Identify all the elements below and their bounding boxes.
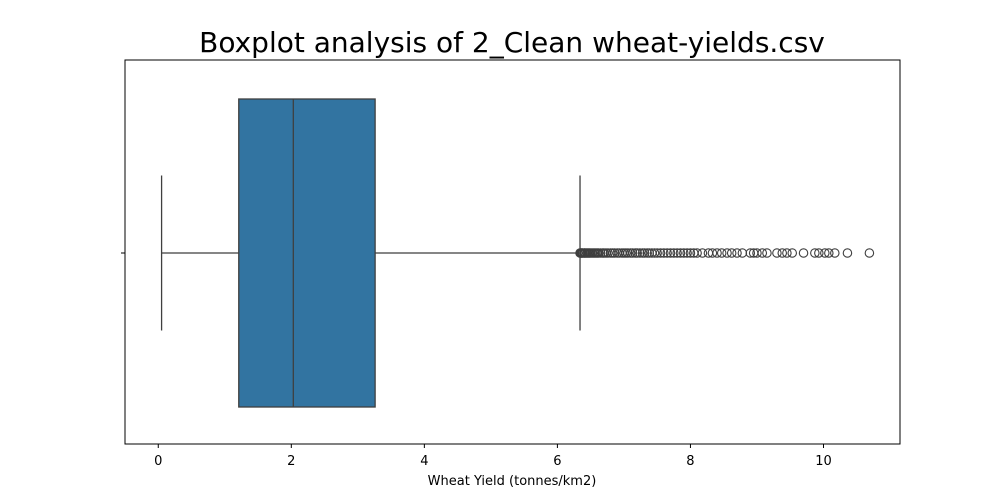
iqr-box	[238, 98, 376, 408]
x-tick-label: 2	[287, 454, 295, 469]
chart-title: Boxplot analysis of 2_Clean wheat-yields…	[199, 26, 825, 59]
x-tick-label: 8	[686, 454, 694, 469]
outlier-point	[810, 248, 820, 258]
plot-frame	[124, 59, 901, 445]
outlier-point	[639, 248, 650, 258]
outlier-point	[716, 248, 727, 258]
outlier-point	[722, 248, 732, 258]
outlier-point	[662, 248, 672, 258]
outlier-point	[726, 248, 737, 258]
outlier-point	[685, 248, 696, 258]
outlier-point	[623, 248, 633, 258]
outlier-point	[732, 248, 742, 258]
outlier-point	[842, 248, 853, 258]
outlier-point	[649, 248, 660, 258]
x-axis: 0 2 4 6 8 10	[154, 444, 832, 469]
outlier-point	[603, 248, 613, 258]
outlier-point	[707, 248, 718, 258]
x-tick-label: 10	[815, 454, 832, 469]
outlier-point	[777, 248, 788, 258]
outlier-point	[675, 248, 686, 258]
outlier-point	[679, 248, 689, 258]
outlier-point	[830, 248, 840, 258]
outlier-point	[627, 248, 638, 258]
outlier-point	[757, 248, 768, 258]
outlier-point	[824, 248, 834, 258]
x-tick-label: 4	[420, 454, 428, 469]
outlier-point	[712, 248, 722, 258]
outlier-point	[635, 248, 645, 258]
outlier-point	[632, 248, 642, 258]
outlier-point	[665, 248, 676, 258]
outlier-point	[814, 248, 824, 258]
outlier-point	[655, 248, 666, 258]
outlier-point	[737, 248, 748, 258]
outlier-point	[682, 248, 692, 258]
plot-marks	[160, 98, 875, 408]
outlier-point	[752, 248, 762, 258]
outlier-point	[672, 248, 682, 258]
outlier-point	[692, 248, 702, 258]
outlier-point	[782, 248, 792, 258]
outlier-point	[652, 248, 662, 258]
outlier-point	[772, 248, 782, 258]
outlier-point	[762, 248, 772, 258]
x-axis-label: Wheat Yield (tonnes/km2)	[428, 474, 597, 489]
outlier-point	[697, 248, 708, 258]
outlier-point	[609, 248, 620, 258]
outlier-point	[798, 248, 809, 258]
outlier-point	[787, 248, 797, 258]
outlier-point	[820, 248, 830, 258]
x-tick-label: 0	[154, 454, 162, 469]
outlier-point	[669, 248, 679, 258]
outlier-point	[659, 248, 669, 258]
outlier-point	[745, 248, 756, 258]
outlier-point	[864, 248, 875, 258]
x-tick-label: 6	[553, 454, 561, 469]
